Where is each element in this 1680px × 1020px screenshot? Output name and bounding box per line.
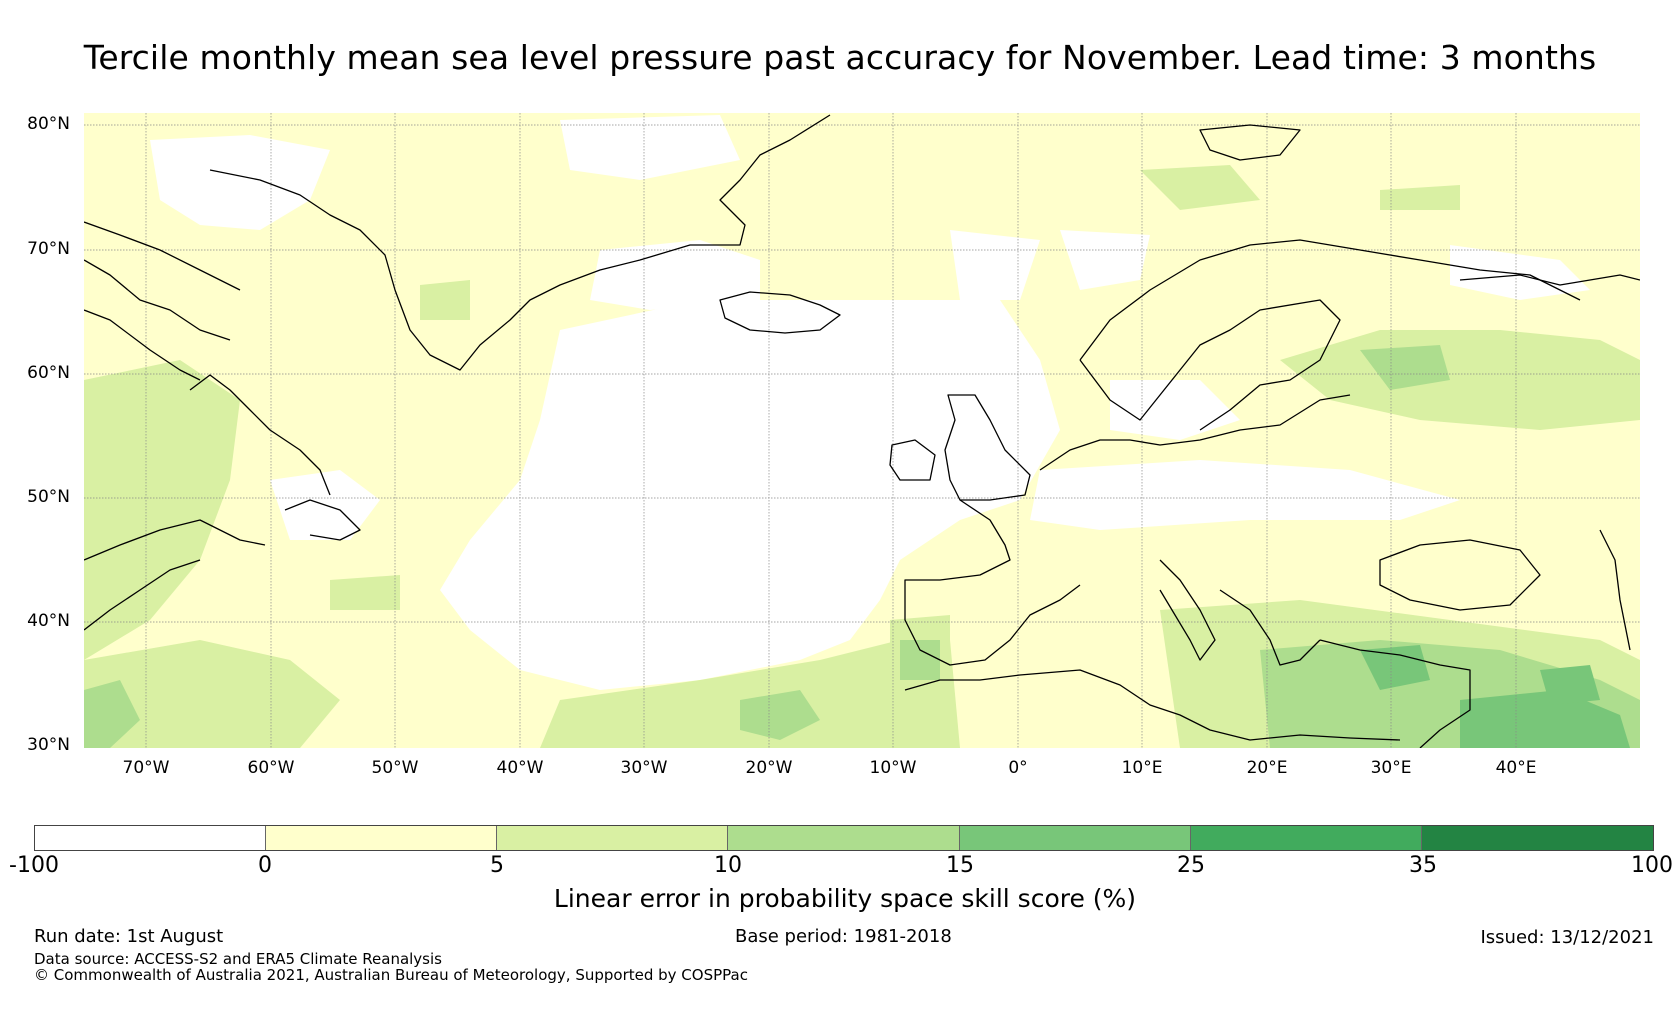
lat-label-30n: 30°N [27,735,70,755]
lon-label-40e: 40°E [1495,758,1537,778]
colorbar-tick-0: 0 [258,853,272,878]
lat-label-60n: 60°N [27,363,70,383]
map-title: Tercile monthly mean sea level pressure … [83,38,1597,77]
issued-date: Issued: 13/12/2021 [1480,927,1654,948]
run-date: Run date: 1st August [34,926,224,947]
lon-label-30e: 30°E [1370,758,1412,778]
lon-label-10w: 10°W [869,758,917,778]
data-source: Data source: ACCESS-S2 and ERA5 Climate … [34,950,442,968]
lon-label-0: 0° [1008,758,1028,778]
lon-label-60w: 60°W [247,758,295,778]
map-gridlines [84,113,1640,748]
colorbar-tick-100: 100 [1631,853,1673,878]
copyright-notice: © Commonwealth of Australia 2021, Austra… [34,966,748,984]
lat-label-50n: 50°N [27,487,70,507]
colorbar-seg-0-5 [265,826,498,850]
lon-label-70w: 70°W [122,758,170,778]
dark-green-regions [1360,645,1630,748]
lon-label-50w: 50°W [371,758,419,778]
base-period: Base period: 1981-2018 [735,926,952,947]
colorbar-seg-35-100 [1422,826,1654,850]
colorbar-seg-25-35 [1190,826,1423,850]
lon-label-20w: 20°W [745,758,793,778]
colorbar-seg-5-10 [497,826,729,850]
lon-label-30w: 30°W [620,758,668,778]
colorbar-tick-25: 25 [1177,853,1205,878]
colorbar-tick-10: 10 [714,853,742,878]
colorbar-tick-neg100: -100 [9,853,59,878]
colorbar-seg-neg100-0 [35,826,266,850]
lon-label-40w: 40°W [496,758,544,778]
lon-label-10e: 10°E [1121,758,1163,778]
colorbar-seg-15-25 [959,826,1191,850]
lat-label-80n: 80°N [27,114,70,134]
coastlines [84,114,1640,748]
lat-label-70n: 70°N [27,239,70,259]
colorbar [34,825,1654,851]
lon-label-20e: 20°E [1246,758,1288,778]
colorbar-tick-35: 35 [1409,853,1437,878]
colorbar-label: Linear error in probability space skill … [553,884,1137,913]
colorbar-seg-10-15 [728,826,960,850]
white-skill-regions [150,115,1590,690]
colorbar-tick-5: 5 [490,853,504,878]
lat-label-40n: 40°N [27,611,70,631]
colorbar-tick-15: 15 [946,853,974,878]
